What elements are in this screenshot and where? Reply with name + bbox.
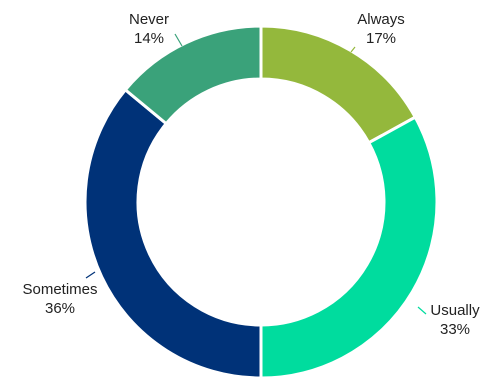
slice-value-label-sometimes: 36% [45, 300, 75, 317]
slice-label-always: Always [357, 11, 405, 28]
slice-label-never: Never [129, 11, 169, 28]
slices-group [83, 24, 439, 377]
slice-usually [259, 115, 439, 377]
slice-labels-group: Always 17% Usually 33% Sometimes 36% Never 14% [22, 11, 480, 338]
leader-line-sometimes [85, 271, 96, 279]
slice-sometimes [83, 87, 263, 377]
leader-line-never [174, 33, 183, 47]
slice-label-usually: Usually [430, 302, 480, 319]
leader-lines-group [85, 33, 427, 315]
leader-line-always [350, 46, 356, 53]
slice-value-label-usually: 33% [440, 321, 470, 338]
slice-never [123, 24, 263, 126]
leader-line-usually [417, 306, 427, 315]
slice-value-label-always: 17% [366, 30, 396, 47]
slice-value-label-never: 14% [134, 30, 164, 47]
slice-label-sometimes: Sometimes [22, 281, 97, 298]
